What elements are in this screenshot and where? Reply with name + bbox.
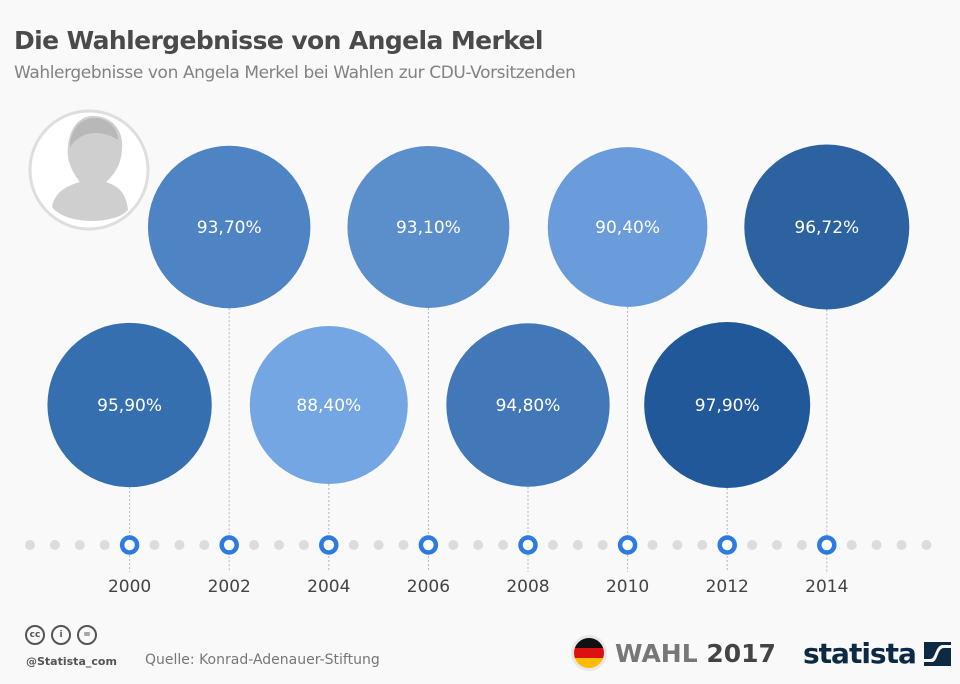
statista-handle[interactable]: @Statista_com — [26, 655, 117, 668]
germany-flag-icon — [571, 635, 607, 671]
timeline-ring-2012 — [717, 535, 737, 555]
timeline-ring-2008 — [518, 535, 538, 555]
nd-icon: = — [77, 625, 97, 645]
timeline-dot — [74, 540, 85, 550]
timeline-dot — [149, 540, 160, 550]
timeline-dot — [398, 540, 409, 550]
timeline-ring-2004 — [319, 535, 339, 555]
portrait-icon — [28, 109, 150, 231]
bubble-label-2012: 97,90% — [695, 396, 760, 416]
timeline-dot — [199, 540, 210, 550]
timeline-dot — [871, 540, 882, 550]
timeline-dot — [846, 540, 857, 550]
timeline-dot — [498, 540, 509, 550]
year-label-2004: 2004 — [307, 577, 350, 597]
timeline-ring-2006 — [418, 535, 439, 555]
page-subtitle: Wahlergebnisse von Angela Merkel bei Wah… — [14, 63, 576, 83]
bubble-label-2000: 95,90% — [97, 396, 162, 416]
timeline-dot — [796, 540, 807, 550]
bubble-2002 — [147, 145, 311, 309]
timeline-dot — [921, 540, 932, 550]
bubble-2008 — [446, 323, 610, 487]
timeline-ring-2014 — [817, 535, 837, 555]
timeline-dot — [174, 540, 185, 550]
timeline-dot — [25, 540, 35, 550]
bubble-2012 — [644, 322, 811, 488]
timeline-dot — [473, 540, 484, 550]
timeline-dot — [572, 540, 583, 550]
year-label-2002: 2002 — [208, 577, 251, 597]
page-title: Die Wahlergebnisse von Angela Merkel — [14, 26, 543, 55]
timeline-dot — [896, 540, 907, 550]
bubble-label-2008: 94,80% — [496, 396, 561, 416]
statista-logo[interactable]: statista — [803, 637, 951, 670]
bubble-2000 — [47, 322, 212, 488]
timeline-dot — [747, 540, 758, 550]
license-icons: cc i = — [25, 625, 97, 645]
timeline-dot — [547, 540, 558, 550]
bubble-2004 — [249, 326, 408, 484]
bubble-label-2004: 88,40% — [296, 396, 361, 416]
bubble-label-2006: 93,10% — [396, 218, 461, 238]
timeline-dot — [373, 540, 384, 550]
timeline-dot — [772, 540, 782, 550]
statista-logo-icon — [923, 641, 951, 666]
wahl-label: WAHL 2017 — [615, 639, 776, 668]
timeline-dot — [49, 540, 60, 550]
by-icon: i — [51, 625, 71, 645]
wahl-2017-badge: WAHL 2017 — [571, 635, 776, 671]
timeline-dot — [647, 540, 658, 550]
timeline-dot — [348, 540, 359, 550]
bubble-label-2010: 90,40% — [595, 218, 660, 238]
timeline-ring-2010 — [617, 535, 638, 555]
source-note: Quelle: Konrad-Adenauer-Stiftung — [145, 652, 380, 668]
timeline-dot — [697, 540, 708, 550]
year-label-2008: 2008 — [506, 577, 549, 597]
year-label-2006: 2006 — [407, 577, 450, 597]
timeline-dot — [448, 540, 459, 550]
wahl-year: 2017 — [706, 638, 776, 668]
timeline-dot — [99, 540, 110, 550]
bubble-label-2014: 96,72% — [794, 218, 859, 238]
cc-icon: cc — [25, 625, 45, 645]
bubble-2014 — [744, 144, 910, 310]
timeline-ring-2002 — [219, 535, 239, 555]
year-label-2010: 2010 — [606, 577, 649, 597]
timeline-dot — [298, 540, 309, 550]
statista-wordmark: statista — [803, 637, 917, 670]
timeline-ring-2000 — [119, 535, 140, 555]
bubble-2006 — [347, 146, 510, 308]
timeline-dot — [672, 540, 683, 550]
year-label-2014: 2014 — [805, 577, 848, 597]
timeline-dot — [274, 540, 284, 550]
timeline-dot — [597, 540, 608, 550]
wahl-word: WAHL — [615, 638, 698, 668]
year-label-2000: 2000 — [108, 577, 151, 597]
timeline-dot — [249, 540, 260, 550]
bubble-2010 — [547, 147, 708, 307]
bubble-label-2002: 93,70% — [197, 218, 262, 238]
year-label-2012: 2012 — [706, 577, 749, 597]
